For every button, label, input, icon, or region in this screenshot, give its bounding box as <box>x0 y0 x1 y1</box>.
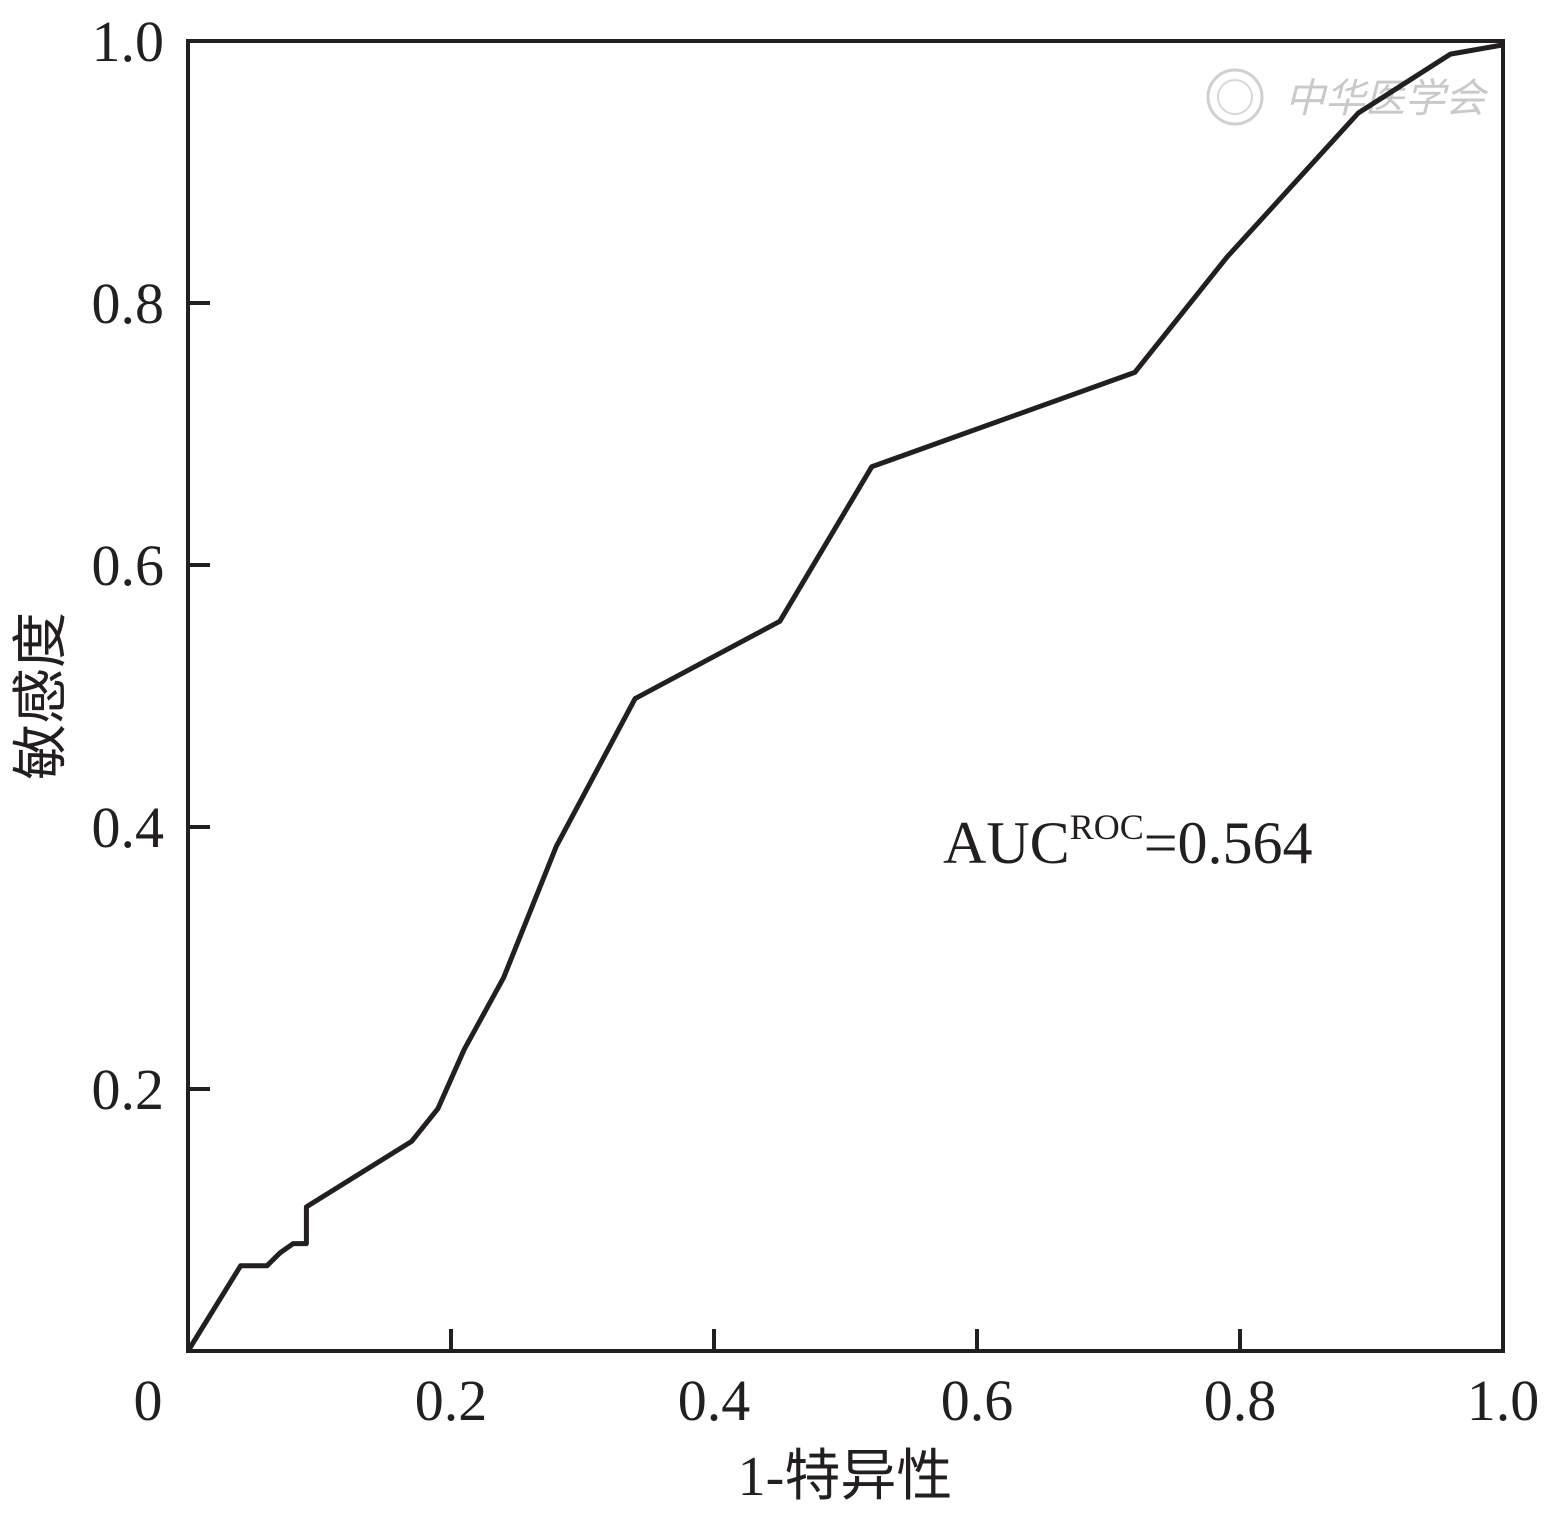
auc-label: AUC <box>943 810 1070 876</box>
auc-superscript: ROC <box>1070 807 1144 847</box>
watermark-seal-icon <box>1206 68 1264 126</box>
auc-value: =0.564 <box>1144 810 1313 876</box>
x-axis-ticks: 0 0.2 0.4 0.6 0.8 1.0 <box>134 1329 1540 1433</box>
y-tick-label: 0.4 <box>92 795 165 860</box>
watermark: 中华医学会 <box>1206 68 1489 126</box>
x-tick-label: 1.0 <box>1467 1368 1540 1433</box>
series-layer <box>185 42 1504 1353</box>
x-tick-label: 0.8 <box>1204 1368 1277 1433</box>
y-tick-label: 0.6 <box>92 533 165 598</box>
watermark-text: 中华医学会 <box>1285 76 1489 122</box>
x-tick-label: 0.6 <box>941 1368 1014 1433</box>
y-tick-label: 1.0 <box>92 9 165 74</box>
y-tick-label: 0.2 <box>92 1057 165 1122</box>
x-tick-label: 0 <box>134 1368 163 1433</box>
auc-annotation: AUCROC=0.564 <box>943 807 1313 876</box>
y-axis-label: 敏感度 <box>11 612 73 780</box>
roc-curve-line <box>185 42 1504 1353</box>
plot-frame <box>186 39 1505 1353</box>
y-axis-ticks: 0.2 0.4 0.6 0.8 1.0 <box>92 9 210 1122</box>
x-axis-label: 1-特异性 <box>738 1446 953 1508</box>
x-tick-label: 0.2 <box>415 1368 488 1433</box>
x-tick-label: 0.4 <box>678 1368 751 1433</box>
y-tick-label: 0.8 <box>92 271 165 336</box>
watermark-seal-inner-icon <box>1217 79 1253 115</box>
